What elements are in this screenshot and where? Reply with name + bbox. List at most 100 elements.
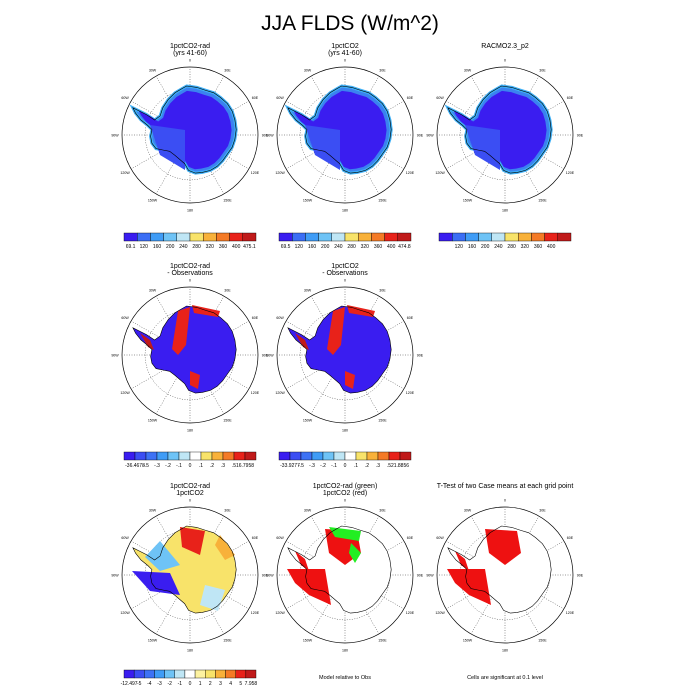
colorbar-tick-label: 400: [547, 244, 556, 250]
lon-label: 120W: [120, 171, 130, 175]
signif-region: [447, 569, 491, 605]
colorbar-swatch: [189, 232, 204, 242]
data-field: [287, 305, 392, 394]
lon-label: 90W: [426, 574, 434, 578]
colorbar-tick-label: 4: [229, 681, 232, 687]
lon-label: 120W: [275, 171, 285, 175]
colorbar-swatch: [245, 669, 257, 679]
colorbar-swatch: [278, 451, 291, 461]
polar-map: 0 30E 60E 90E 120E 150E 180 150W 120W 90W 60W 30W: [426, 499, 583, 653]
lon-label: 90E: [417, 574, 424, 578]
interior-field: [447, 526, 552, 614]
colorbar-swatch: [333, 451, 346, 461]
lon-label: 90W: [111, 354, 119, 358]
interior-field: [287, 526, 392, 614]
colorbar-swatch: [478, 232, 492, 242]
polar-map: 0 30E 60E 90E 120E 150E 180 150W 120W 90W 60W 30W: [266, 499, 424, 653]
anomaly-patch: [215, 535, 235, 560]
colorbar-tick-label: 0: [343, 463, 347, 469]
lon-label: 120W: [275, 391, 285, 395]
colorbar-swatch: [311, 451, 324, 461]
colorbar-tick-label: 120: [139, 244, 148, 250]
lon-label: 180: [342, 429, 348, 433]
colorbar-tick-label: 5: [239, 681, 243, 687]
coastline: [132, 85, 237, 174]
colorbar-swatch: [178, 451, 191, 461]
colorbar-tick-label: -5: [136, 681, 142, 687]
colorbar-swatch: [202, 232, 217, 242]
lon-label: 0: [189, 279, 191, 283]
colorbar-tick-label: -.1: [331, 463, 337, 469]
coastline: [132, 525, 237, 614]
panel-footer: Cells are significant at 0.1 level: [467, 675, 543, 681]
colorbar-tick-label: 120: [294, 244, 303, 250]
colorbar-tick-label: -36.4678: [125, 463, 145, 469]
colorbar-tick-label: 120: [454, 244, 463, 250]
colorbar-swatch: [371, 232, 385, 242]
colorbar-swatch: [557, 232, 572, 242]
colorbar-tick-label: 320: [360, 244, 369, 250]
lon-label: 120E: [406, 611, 415, 615]
anomaly-patch: [132, 571, 180, 595]
panel-subtitle: - Observations: [322, 270, 368, 277]
colorbar-swatch: [156, 451, 169, 461]
data-field: [129, 84, 238, 175]
polar-map: 0 30E 60E 90E 120E 150E 180 150W 120W 90W 60W 30W: [266, 279, 424, 433]
lon-label: 90E: [262, 134, 269, 138]
lon-label: 30W: [304, 509, 312, 513]
lon-label: 150E: [538, 198, 547, 202]
panel-footer: Model relative to Obs: [319, 675, 371, 681]
lon-label: 180: [342, 649, 348, 653]
lon-label: 30W: [304, 289, 312, 293]
lon-label: 30E: [539, 509, 546, 513]
lon-label: 60W: [121, 96, 129, 100]
colorbar-tick-label: 360: [373, 244, 383, 250]
colorbar-tick-label: -.2: [165, 463, 171, 469]
lon-label: 90E: [417, 134, 424, 138]
colorbar-tick-label: 240: [494, 244, 503, 250]
lon-label: 0: [504, 499, 506, 503]
colorbar-tick-label: -12.497: [120, 681, 138, 687]
panel-title: RACMO2.3_p2: [481, 43, 529, 50]
signif-region: [455, 551, 469, 571]
lon-label: 150E: [223, 418, 232, 422]
colorbar-swatch: [164, 669, 175, 679]
colorbar-swatch: [517, 232, 532, 242]
polar-map: 0 30E 60E 90E 120E 150E 180 150W 120W 90W 60W 30W: [111, 279, 268, 433]
colorbar-swatch: [167, 451, 180, 461]
lon-label: 30W: [464, 69, 472, 73]
panel-title: 1pctCO2-rad: [169, 263, 211, 270]
colorbar-swatch: [344, 232, 359, 242]
colorbar-tick-label: 474.8: [398, 244, 411, 250]
colorbar-tick-label: -2: [167, 681, 172, 687]
colorbar: [438, 232, 572, 242]
interior-field: [453, 90, 547, 170]
lon-label: 90E: [417, 354, 424, 358]
colorbar-swatch: [205, 669, 216, 679]
colorbar-swatch: [331, 232, 346, 242]
colorbar-swatch: [344, 451, 357, 461]
lon-label: 60E: [407, 96, 414, 100]
colorbar-tick-label: 0: [188, 681, 192, 687]
panel-subtitle: - Observations: [167, 270, 213, 277]
colorbar-tick-label: 360: [533, 244, 543, 250]
figure-title: JJA FLDS (W/m^2): [261, 12, 439, 35]
colorbar-swatch: [242, 232, 257, 242]
lon-label: 30E: [224, 509, 231, 513]
lon-label: 150W: [148, 638, 158, 642]
interior-field: [132, 306, 237, 394]
colorbar-tick-label: .2: [364, 463, 370, 469]
polar-map: 0 30E 60E 90E 120E 150E 180 150W 120W 90W 60W 30W: [426, 59, 583, 213]
colorbar-tick-label: -.2: [320, 463, 326, 469]
lon-label: 150E: [223, 198, 232, 202]
colorbar-swatch: [134, 451, 147, 461]
lon-label: 90W: [111, 134, 119, 138]
colorbar-tick-label: 240: [179, 244, 188, 250]
colorbar-tick-label: .5: [386, 463, 392, 469]
lon-label: 30W: [464, 509, 472, 513]
lon-label: 0: [344, 499, 346, 503]
lon-label: 180: [502, 649, 508, 653]
lon-label: 90W: [266, 574, 274, 578]
colorbar-tick-label: .2: [209, 463, 215, 469]
anomaly-patch: [345, 371, 355, 389]
